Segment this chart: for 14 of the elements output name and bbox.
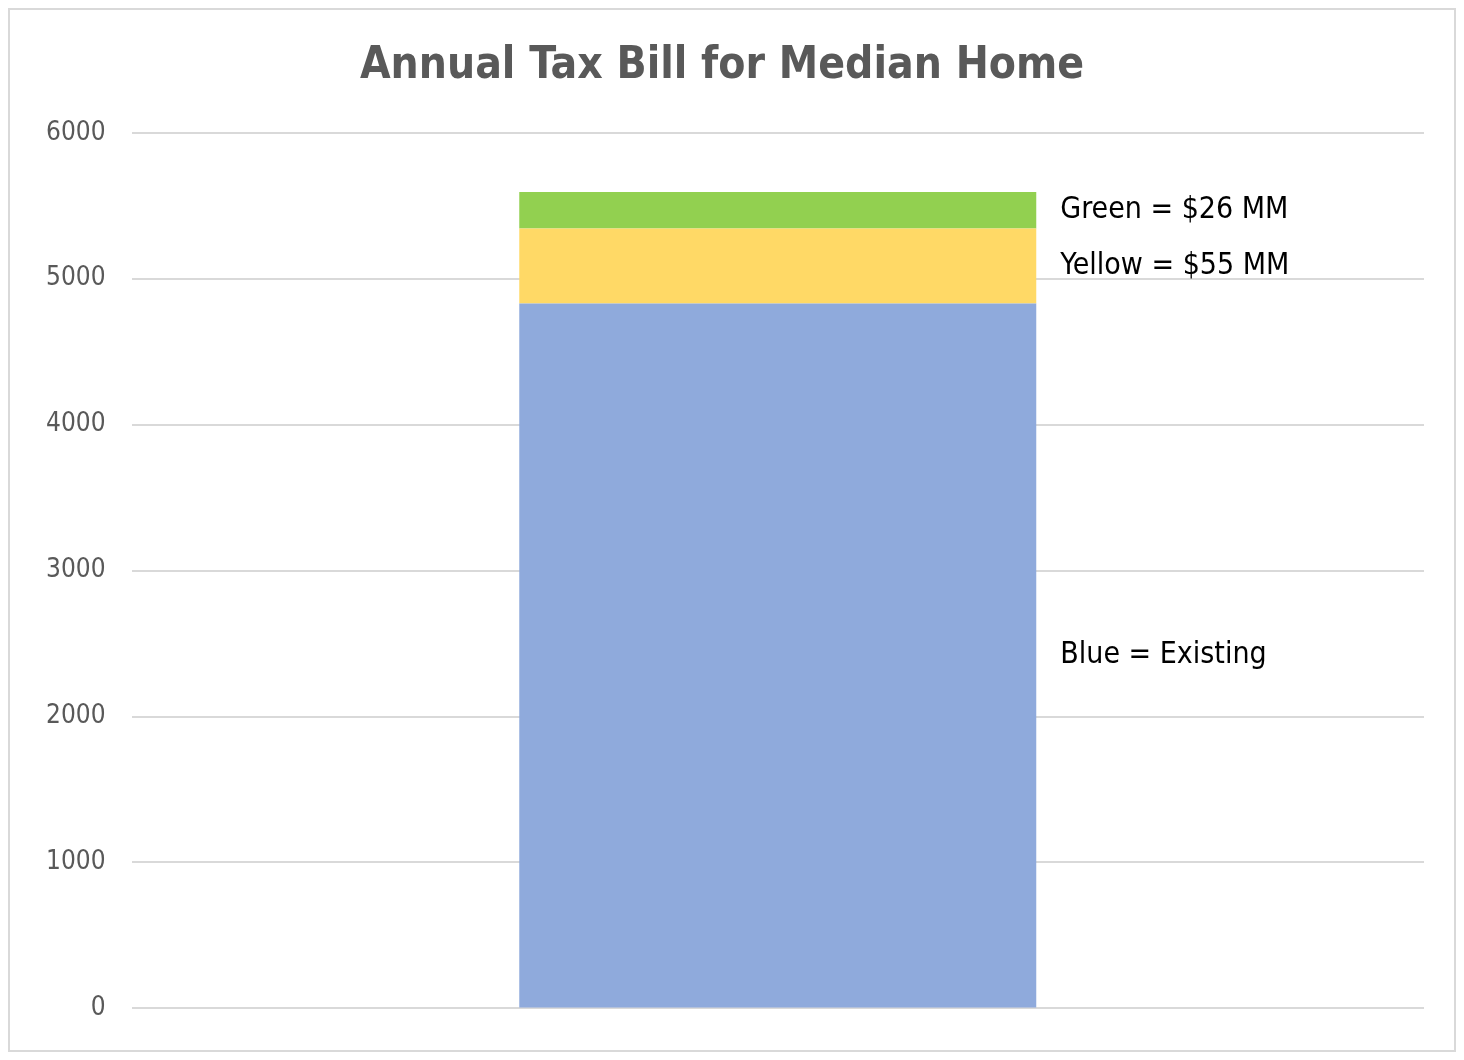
series-label: Yellow = $55 MM bbox=[1059, 245, 1290, 281]
bar bbox=[519, 303, 1037, 1008]
chart-title: Annual Tax Bill for Median Home bbox=[359, 36, 1085, 88]
series-label: Green = $26 MM bbox=[1060, 189, 1289, 225]
bar bbox=[519, 191, 1037, 229]
y-tick-label: 3000 bbox=[46, 553, 106, 584]
y-tick-label: 4000 bbox=[46, 407, 106, 438]
series-label: Blue = Existing bbox=[1060, 635, 1267, 671]
bar bbox=[519, 228, 1037, 304]
y-tick-label: 6000 bbox=[46, 115, 106, 146]
y-tick-label: 0 bbox=[90, 991, 106, 1022]
y-tick-label: 5000 bbox=[46, 261, 106, 292]
y-tick-label: 1000 bbox=[46, 845, 106, 876]
y-tick-label: 2000 bbox=[46, 699, 106, 730]
